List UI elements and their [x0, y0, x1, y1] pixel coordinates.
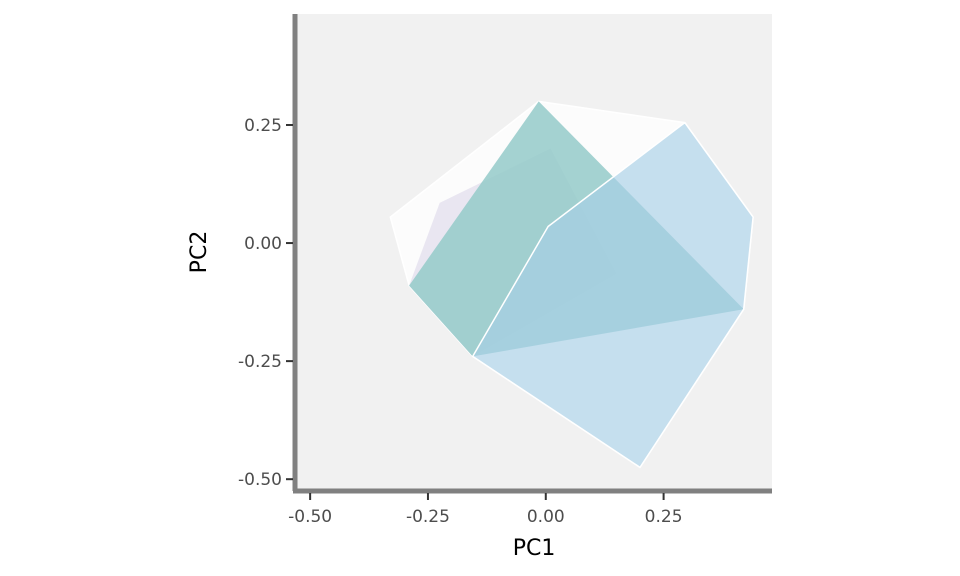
x-tick-label: 0.25 — [645, 507, 683, 527]
y-tick-label: 0.00 — [244, 234, 282, 254]
ticks-layer: -0.50 -0.25 0.00 0.25 -0.50 -0.25 0.00 0.25 — [238, 116, 683, 527]
y-tick-label: 0.25 — [244, 116, 282, 136]
hull-polygon-4 — [471, 121, 754, 469]
y-axis-title: PC2 — [187, 231, 212, 274]
x-tick-label: -0.25 — [406, 507, 450, 527]
y-tick-label: -0.25 — [238, 352, 282, 372]
x-axis-title: PC1 — [513, 536, 556, 561]
y-tick-label: -0.50 — [238, 470, 282, 490]
series-layer — [389, 100, 754, 469]
x-tick-label: -0.50 — [288, 507, 332, 527]
x-tick-label: 0.00 — [527, 507, 565, 527]
